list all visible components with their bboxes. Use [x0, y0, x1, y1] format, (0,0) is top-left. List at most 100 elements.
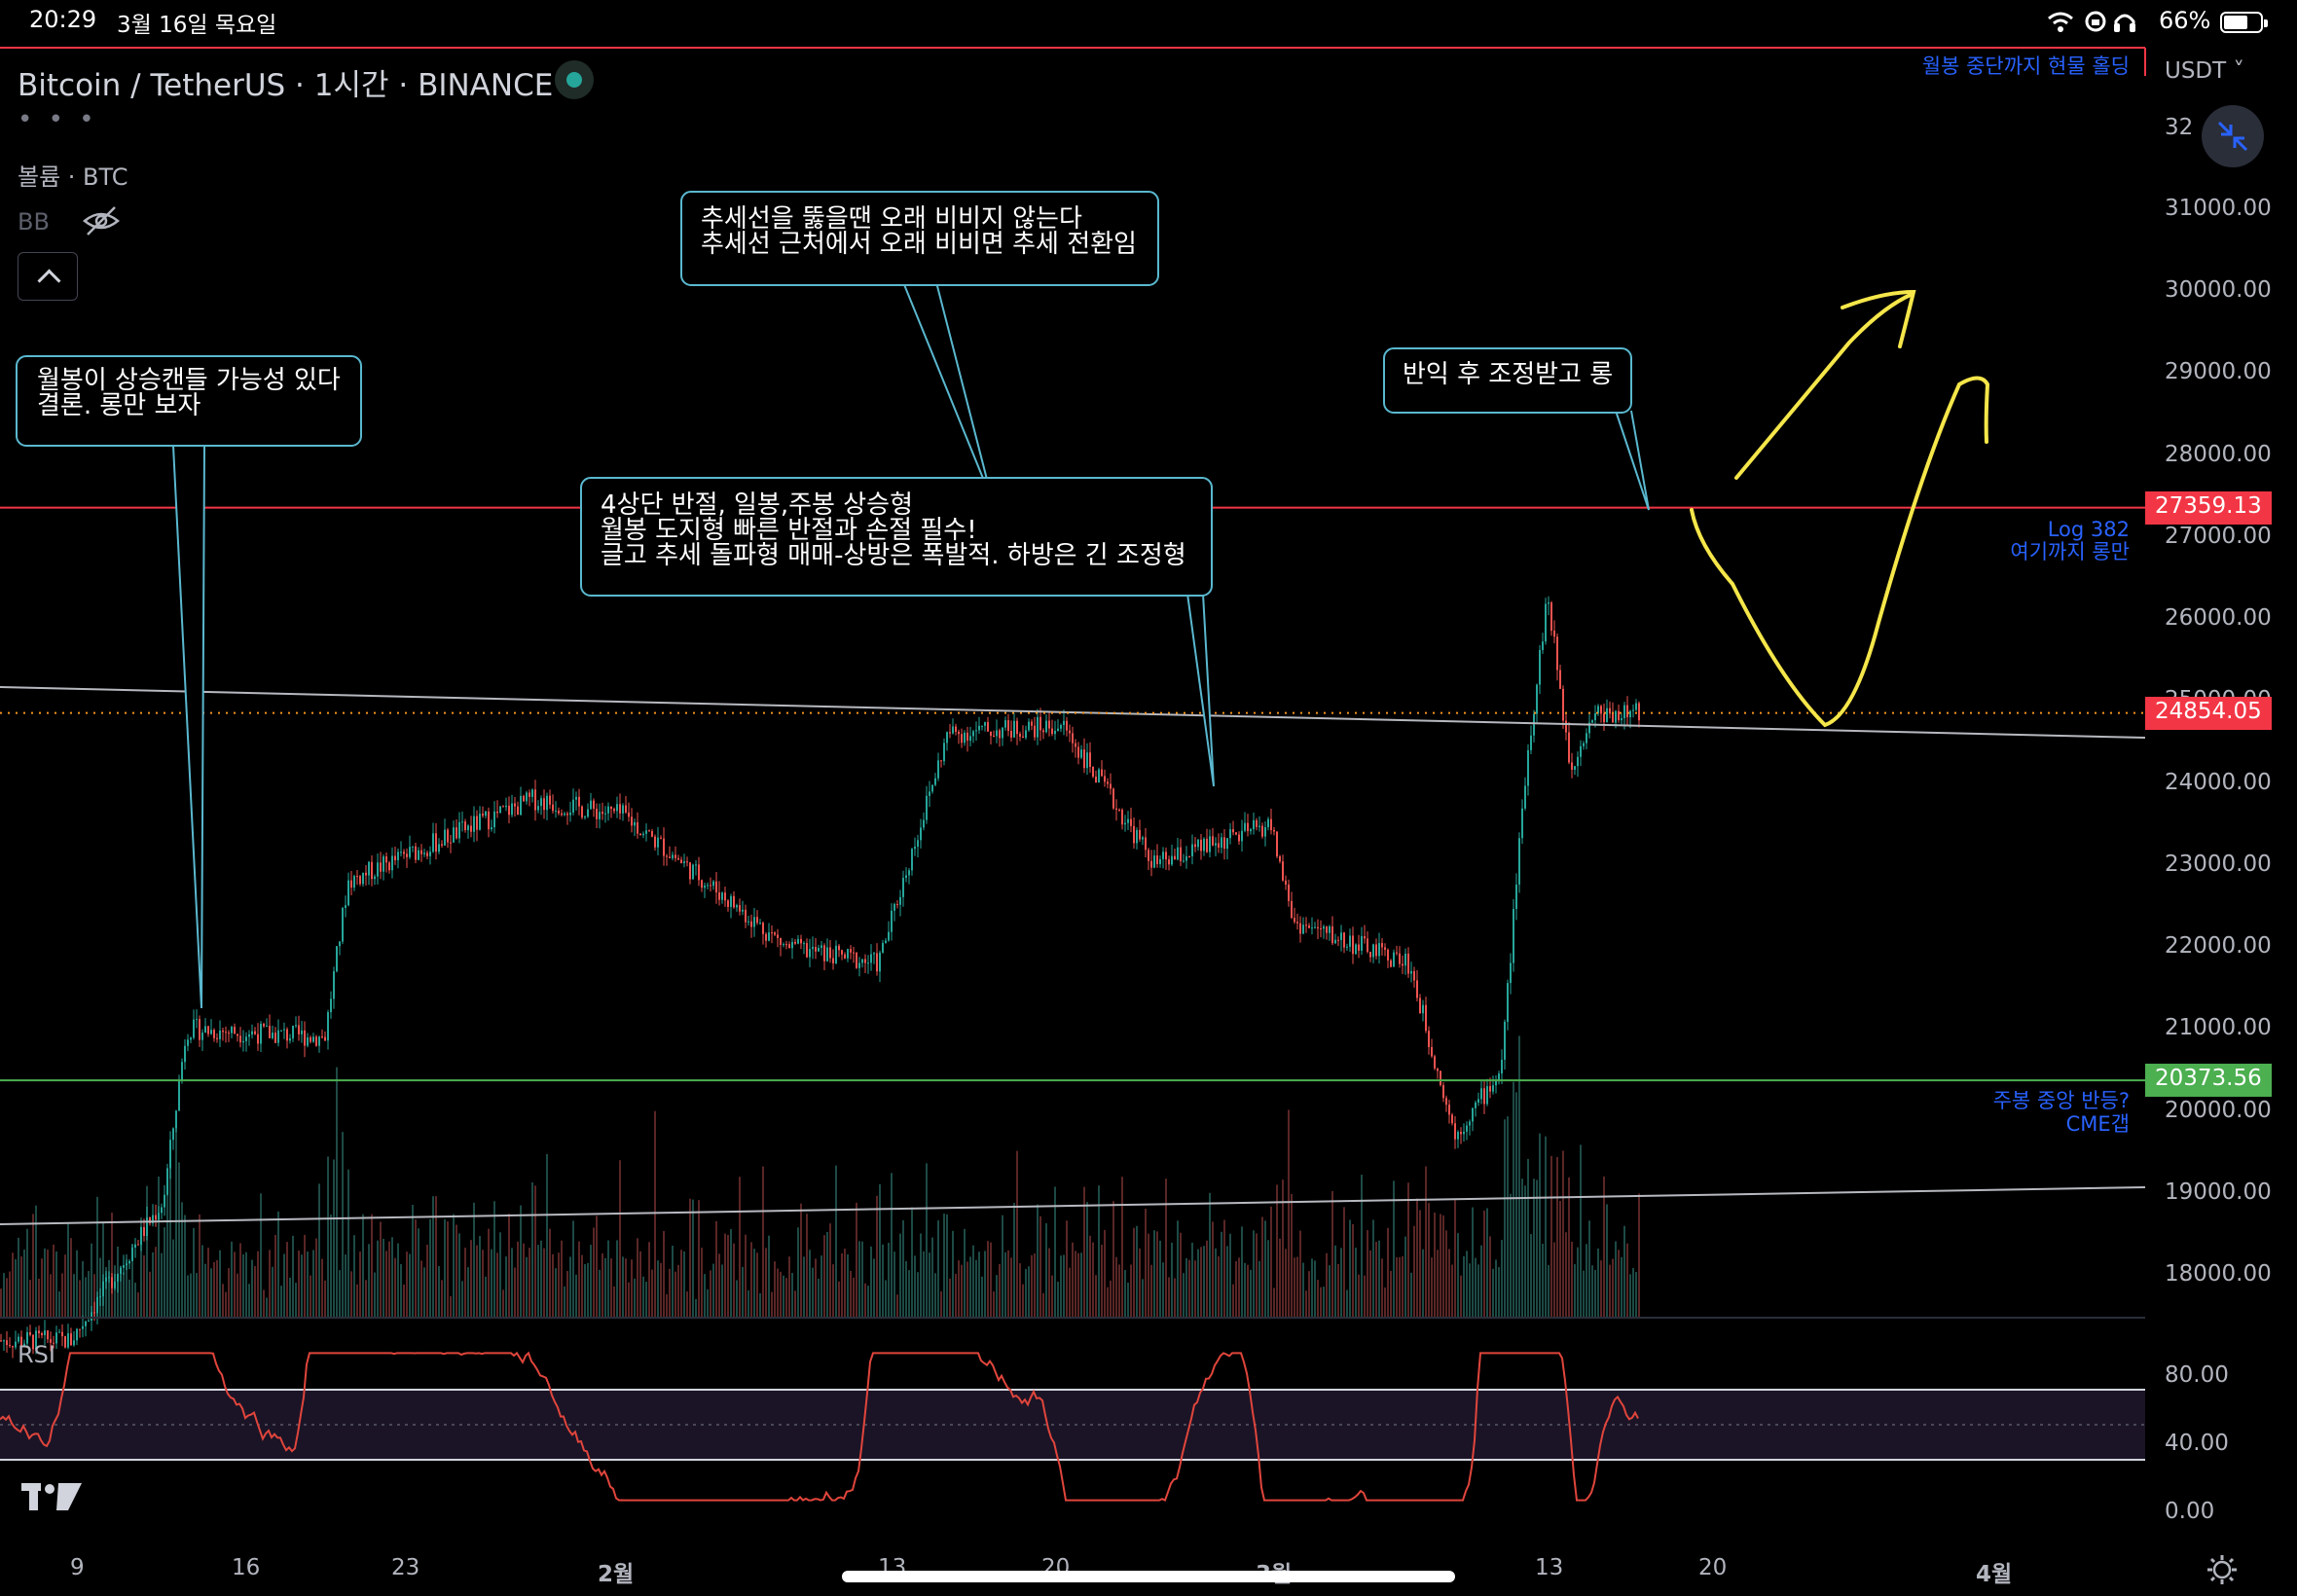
candle-body	[79, 1328, 81, 1330]
candle-body	[750, 921, 752, 927]
volume-bar	[1393, 1180, 1395, 1318]
volume-bar	[1410, 1272, 1412, 1318]
volume-bar	[917, 1272, 919, 1318]
volume-bar	[730, 1229, 732, 1318]
candle-body	[409, 847, 411, 857]
candle-body	[1139, 829, 1141, 840]
candle-body	[701, 880, 703, 889]
home-indicator[interactable]	[842, 1571, 1455, 1582]
volume-bar	[1197, 1249, 1199, 1318]
candle-body	[669, 856, 671, 858]
candle-body	[1618, 710, 1620, 721]
candle-body	[561, 813, 563, 816]
volume-bar	[1329, 1265, 1331, 1318]
volume-bar	[274, 1234, 276, 1318]
volume-bar	[321, 1258, 323, 1318]
volume-bar	[1072, 1242, 1074, 1318]
volume-bar	[1075, 1251, 1076, 1318]
volume-bar	[73, 1274, 75, 1318]
annotation-support-line2: CME갭	[2065, 1112, 2130, 1136]
candle-body	[1165, 852, 1167, 860]
candle-body	[958, 731, 960, 735]
symbol-title[interactable]: Bitcoin / TetherUS · 1시간 · BINANCE	[18, 68, 554, 103]
candle-body	[929, 791, 930, 796]
fullscreen-collapse-button[interactable]	[2202, 105, 2264, 167]
candle-body	[654, 836, 656, 848]
volume-bar	[1457, 1233, 1459, 1318]
settings-gear-icon[interactable]	[2206, 1553, 2239, 1586]
candle-body	[1355, 944, 1357, 955]
volume-bar	[1291, 1193, 1293, 1318]
candle-body	[1402, 963, 1404, 966]
volume-bar	[602, 1252, 603, 1318]
volume-bar	[219, 1250, 221, 1318]
volume-bar	[911, 1207, 913, 1318]
volume-bar	[899, 1233, 901, 1318]
candle-body	[683, 861, 685, 863]
volume-bar	[1206, 1240, 1208, 1318]
more-options-dots[interactable]: • • •	[18, 105, 98, 134]
candle-body	[473, 816, 475, 832]
volume-bar	[844, 1249, 846, 1318]
volume-bar	[718, 1253, 720, 1318]
candle-body	[759, 923, 761, 925]
candle-body	[190, 1037, 192, 1040]
volume-bar	[610, 1258, 612, 1318]
volume-bar	[1355, 1248, 1357, 1318]
volume-bar	[1226, 1246, 1228, 1318]
candle-body	[479, 814, 481, 830]
candle-body	[1387, 949, 1389, 961]
rsi-label[interactable]: RSI	[18, 1341, 55, 1368]
volume-bar	[1077, 1252, 1079, 1318]
candle-body	[476, 816, 478, 830]
candle-body	[1486, 1086, 1488, 1105]
volume-bar	[692, 1199, 694, 1318]
candle-body	[1308, 925, 1310, 928]
volume-bar	[1285, 1249, 1287, 1318]
volume-bar	[791, 1273, 793, 1318]
volume-bar	[1419, 1210, 1421, 1318]
volume-bar	[1139, 1248, 1141, 1318]
candle-body	[1513, 908, 1514, 963]
candle-body	[870, 954, 872, 963]
candle-body	[301, 1030, 303, 1034]
volume-bar	[1399, 1256, 1401, 1318]
candle-body	[12, 1346, 14, 1348]
volume-bar	[216, 1259, 218, 1318]
candle-body	[1142, 837, 1144, 840]
volume-bar	[461, 1281, 463, 1318]
candle-body	[657, 837, 659, 848]
candle-body	[93, 1312, 95, 1314]
volume-bar	[864, 1283, 866, 1318]
volume-bar	[990, 1242, 992, 1318]
volume-bar	[648, 1242, 650, 1318]
candle-body	[803, 943, 805, 945]
hidden-eye-icon[interactable]	[82, 204, 121, 237]
candle-body	[1203, 838, 1205, 852]
volume-bar	[952, 1230, 954, 1318]
volume-indicator-label[interactable]: 볼륨 · BTC	[18, 163, 128, 191]
battery-fill	[2224, 16, 2247, 29]
support-price-tag: 20373.56	[2145, 1064, 2272, 1098]
volume-bar	[356, 1284, 358, 1318]
bb-indicator-label[interactable]: BB	[18, 208, 50, 236]
currency-selector[interactable]: USDT ˅	[2165, 58, 2245, 84]
volume-bar	[15, 1258, 17, 1318]
candle-body	[1571, 762, 1573, 770]
candle-body	[1083, 749, 1085, 769]
volume-bar	[1352, 1223, 1354, 1318]
axis-tick-partial: 32000.00	[2165, 115, 2194, 140]
candle-body	[777, 934, 779, 938]
volume-bar	[1469, 1263, 1471, 1318]
candle-body	[257, 1034, 259, 1044]
candle-body	[245, 1036, 247, 1041]
market-open-indicator[interactable]	[555, 60, 594, 99]
volume-bar	[1177, 1220, 1179, 1318]
callout-2-pointer	[902, 281, 994, 503]
collapse-indicators-button[interactable]	[18, 252, 78, 301]
price-axis-tick: 31000.00	[2165, 196, 2272, 221]
volume-bar	[1361, 1175, 1363, 1318]
volume-bar	[172, 1239, 174, 1318]
candle-body	[631, 816, 633, 826]
